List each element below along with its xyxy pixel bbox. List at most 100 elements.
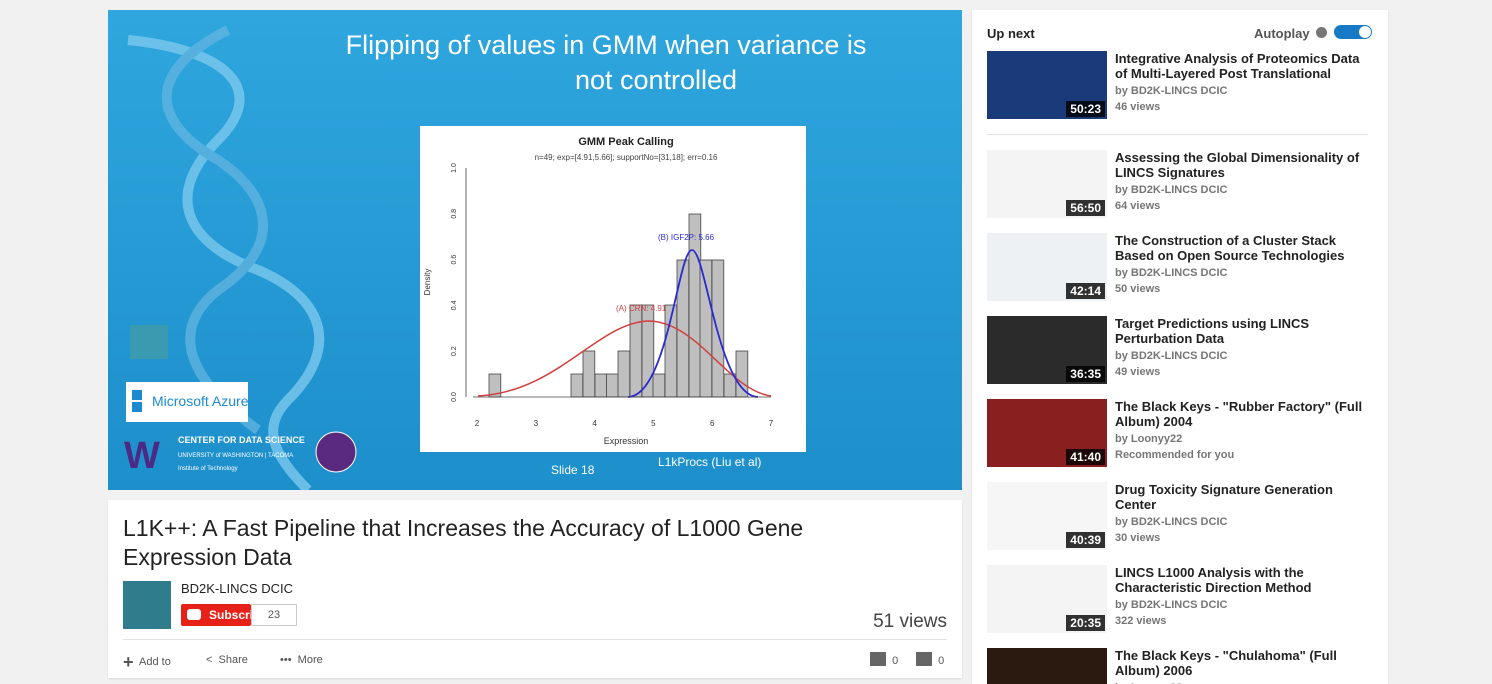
view-count: 51 views (873, 611, 947, 632)
item-channel: by BD2K-LINCS DCIC (1115, 267, 1228, 279)
y-tick-label: 0.8 (451, 209, 458, 219)
video-item[interactable]: 56:50 Assessing the Global Dimensionality… (987, 150, 1377, 220)
item-info: LINCS L1000 Analysis with the Characteri… (1115, 565, 1370, 629)
item-info: Drug Toxicity Signature Generation Cente… (1115, 482, 1370, 546)
more[interactable]: ••• More (280, 654, 323, 666)
item-channel: by Loonyy22 (1115, 433, 1183, 445)
item-views: Recommended for you (1115, 449, 1235, 461)
duration: 40:39 (1066, 532, 1105, 548)
item-channel: by BD2K-LINCS DCIC (1115, 184, 1228, 196)
sidebar: Up next Autoplay 50:23 Integrative Analys… (972, 10, 1388, 684)
video-item[interactable]: 41:40 The Black Keys - "Rubber Factory" (… (987, 399, 1377, 469)
subscriber-count: 23 (251, 604, 297, 626)
histogram (488, 213, 749, 398)
item-title[interactable]: Drug Toxicity Signature Generation Cente… (1115, 482, 1333, 512)
uw-title: CENTER FOR DATA SCIENCE (178, 435, 305, 445)
item-title[interactable]: Assessing the Global Dimensionality of L… (1115, 150, 1360, 180)
video-item[interactable]: 20:35 LINCS L1000 Analysis with the Chara… (987, 565, 1377, 635)
channel-name[interactable]: BD2K-LINCS DCIC (181, 581, 293, 596)
x-tick-label: 2 (475, 419, 480, 428)
thumbnail: 56:50 (987, 150, 1107, 218)
gaussian-a (477, 320, 772, 397)
slide: Flipping of values in GMM when variance … (124, 25, 867, 490)
y-tick-label: 1.0 (451, 163, 458, 173)
x-tick-label: 3 (534, 419, 539, 428)
slide-number: Slide 18 (551, 463, 595, 477)
item-views: 30 views (1115, 532, 1161, 544)
cube-logo (130, 325, 168, 359)
up-next-header: Up next (987, 26, 1035, 41)
dna-helix (127, 25, 325, 490)
thumbnail: 41:40 (987, 399, 1107, 467)
item-info: The Black Keys - "Chulahoma" (Full Album… (1115, 648, 1370, 684)
duration: 36:35 (1066, 366, 1105, 382)
item-title[interactable]: LINCS L1000 Analysis with the Characteri… (1115, 565, 1312, 595)
thumbnail: 40:39 (987, 482, 1107, 550)
y-tick-label: 0.4 (451, 300, 458, 310)
video-item[interactable]: The Black Keys - "Chulahoma" (Full Album… (987, 648, 1377, 684)
duration: 42:14 (1066, 283, 1105, 299)
video-item[interactable]: 36:35 Target Predictions using LINCS Pert… (987, 316, 1377, 386)
annotation: (B) IGF2P: 5.66 (658, 233, 715, 242)
dislike-count: 0 (938, 655, 945, 667)
item-title[interactable]: Integrative Analysis of Proteomics Data … (1115, 51, 1360, 81)
video-item[interactable]: 40:39 Drug Toxicity Signature Generation … (987, 482, 1377, 552)
item-title[interactable]: The Black Keys - "Rubber Factory" (Full … (1115, 399, 1363, 429)
duration: 41:40 (1066, 449, 1105, 465)
item-views: 49 views (1115, 366, 1161, 378)
info-icon[interactable] (1316, 27, 1327, 38)
item-info: The Construction of a Cluster Stack Base… (1115, 233, 1370, 297)
item-views: 322 views (1115, 615, 1167, 627)
duration: 20:35 (1066, 615, 1105, 631)
item-channel: by BD2K-LINCS DCIC (1115, 350, 1228, 362)
item-views: 46 views (1115, 101, 1161, 113)
x-label: Expression (604, 436, 649, 446)
subscribe-button[interactable]: Subscribe (181, 604, 267, 626)
item-channel: by BD2K-LINCS DCIC (1115, 516, 1228, 528)
x-tick-label: 6 (710, 419, 715, 428)
item-title[interactable]: The Black Keys - "Chulahoma" (Full Album… (1115, 648, 1337, 678)
share[interactable]: < Share (206, 654, 248, 666)
slide-credit: L1kProcs (Liu et al) (658, 455, 761, 469)
action-label: More (297, 654, 323, 666)
thumbnail: 42:14 (987, 233, 1107, 301)
subscribe-text: Subscribe (209, 608, 268, 622)
chart-image (420, 126, 806, 452)
y-label: Density (423, 269, 432, 296)
item-channel: by BD2K-LINCS DCIC (1115, 85, 1228, 97)
add-to[interactable]: + Add to (123, 652, 171, 672)
gaussian-b (627, 249, 759, 398)
channel-avatar[interactable] (123, 581, 171, 629)
badge (315, 431, 357, 473)
x-tick-label: 4 (592, 419, 597, 428)
divider (123, 639, 947, 640)
item-info: Assessing the Global Dimensionality of L… (1115, 150, 1370, 214)
annotation: (A) CRN: 4.91 (616, 304, 667, 313)
divider (987, 134, 1368, 135)
x-tick-label: 5 (651, 419, 656, 428)
duration: 50:23 (1066, 101, 1105, 117)
action-label: Add to (139, 656, 171, 668)
video-item[interactable]: 42:14 The Construction of a Cluster Stack… (987, 233, 1377, 303)
video-item[interactable]: 50:23 Integrative Analysis of Proteomics … (987, 51, 1377, 121)
chart-title: GMM Peak Calling (578, 136, 673, 148)
item-title[interactable]: Target Predictions using LINCS Perturbat… (1115, 316, 1310, 346)
like-count: 0 (892, 655, 899, 667)
autoplay-label: Autoplay (1254, 26, 1310, 41)
x-tick-label: 7 (769, 419, 774, 428)
video-player[interactable]: Flipping of values in GMM when variance … (108, 10, 962, 490)
item-info: The Black Keys - "Rubber Factory" (Full … (1115, 399, 1370, 463)
y-tick-label: 0.0 (451, 392, 458, 402)
azure-text: Microsoft Azure (152, 393, 249, 409)
item-channel: by BD2K-LINCS DCIC (1115, 599, 1228, 611)
item-views: 50 views (1115, 283, 1161, 295)
item-info: Integrative Analysis of Proteomics Data … (1115, 51, 1370, 115)
dislike-button[interactable]: 0 (916, 652, 944, 667)
item-channel: by Loonyy22 (1115, 680, 1370, 684)
item-title[interactable]: The Construction of a Cluster Stack Base… (1115, 233, 1345, 263)
azure-logo (126, 382, 248, 422)
slide-title: Flipping of values in GMM when variance … (346, 30, 867, 60)
autoplay-toggle[interactable] (1334, 25, 1372, 39)
like-button[interactable]: 0 (870, 652, 898, 667)
